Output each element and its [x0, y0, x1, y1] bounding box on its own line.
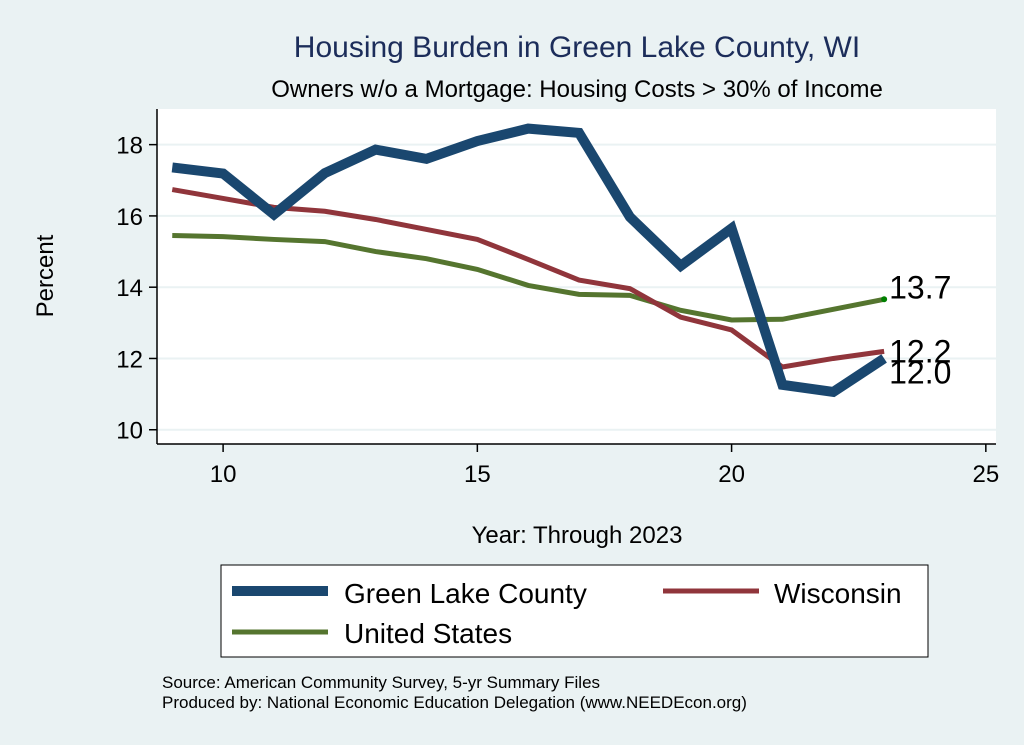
legend-label-green-lake-county: Green Lake County [344, 578, 587, 609]
y-tick-label: 18 [116, 133, 143, 160]
series-line-wisconsin [171, 187, 885, 370]
x-axis-label: Year: Through 2023 [472, 522, 683, 549]
data-label-wisconsin: 12.2 [889, 333, 951, 369]
y-tick-label: 14 [116, 275, 143, 302]
data-label-united-states: 13.7 [889, 269, 951, 305]
x-tick-label: 10 [210, 461, 237, 488]
producer-note: Produced by: National Economic Education… [162, 693, 747, 712]
series-line-green-lake-county [171, 123, 887, 398]
y-tick-label: 12 [116, 346, 143, 373]
x-tick-label: 20 [718, 461, 745, 488]
chart-subtitle: Owners w/o a Mortgage: Housing Costs > 3… [271, 76, 883, 103]
y-axis-label: Percent [32, 234, 59, 317]
legend-label-united-states: United States [344, 618, 512, 649]
legend-label-wisconsin: Wisconsin [774, 578, 902, 609]
source-note: Source: American Community Survey, 5-yr … [162, 673, 600, 692]
x-tick-label: 25 [972, 461, 999, 488]
end-marker-united-states [881, 296, 888, 303]
legend-box [220, 564, 929, 658]
x-tick-label: 15 [464, 461, 491, 488]
legend: Green Lake County Wisconsin United State… [220, 564, 929, 658]
data-label-green-lake-county: 12.0 [889, 354, 951, 390]
chart-title: Housing Burden in Green Lake County, WI [294, 31, 860, 64]
y-tick-label: 16 [116, 204, 143, 231]
y-tick-label: 10 [116, 418, 143, 445]
